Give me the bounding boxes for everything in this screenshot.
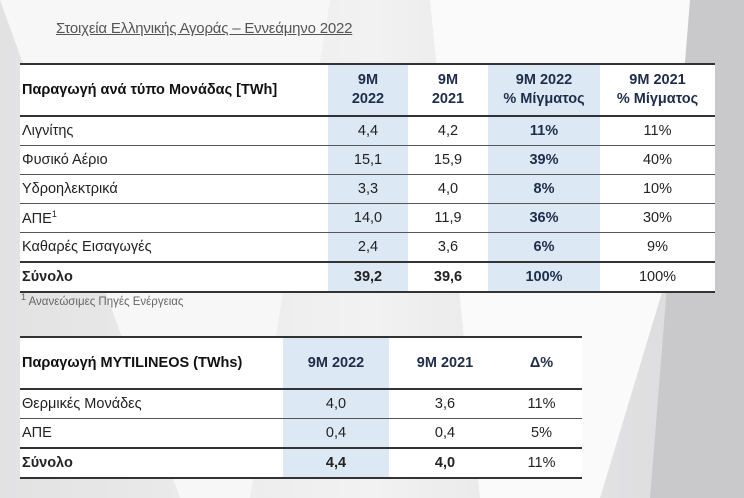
value-2022: 4,4	[283, 448, 389, 478]
value-2021: 39,6	[433, 269, 463, 285]
value-2022: 39,2	[328, 262, 408, 292]
row-label: Υδροηλεκτρικά	[20, 174, 328, 204]
mix-2021: 30%	[600, 203, 715, 233]
total-row: Σύνολο 4,4 4,0 11%	[20, 448, 582, 478]
value-2021: 4,2	[408, 116, 488, 146]
delta: 11%	[501, 389, 582, 419]
table-row: Φυσικό Αέριο 15,1 15,9 39% 40%	[20, 145, 715, 175]
mix-2021: 11%	[600, 116, 715, 146]
header-production: Παραγωγή MYTILINEOS (TWhs)	[22, 354, 243, 371]
header-mix-2022: 9M 2022% Μίγματος	[488, 64, 600, 116]
value-2021: 4,0	[408, 174, 488, 204]
table-row: ΑΠΕ1 14,0 11,9 36% 30%	[20, 203, 715, 233]
header-delta: Δ%	[529, 354, 554, 371]
page-title: Στοιχεία Ελληνικής Αγοράς – Εννεάμηνο 20…	[56, 20, 353, 37]
mix-2021: 9%	[600, 232, 715, 263]
mix-2021: 100%	[638, 269, 677, 285]
value-2022: 0,4	[283, 418, 389, 449]
header-9m-2021: 9M 2021	[431, 72, 465, 107]
table-row: Λιγνίτης 4,4 4,2 11% 11%	[20, 116, 715, 146]
header-9m-2022: 9M 2022	[328, 64, 408, 116]
row-label: ΑΠΕ	[20, 418, 283, 449]
value-2022: 15,1	[328, 145, 408, 175]
value-2021: 4,0	[434, 455, 456, 471]
table-header-row: Παραγωγή ανά τύπο Μονάδας [TWh] 9M 2022 9…	[20, 64, 715, 116]
mix-2022: 36%	[488, 203, 600, 233]
total-row: Σύνολο 39,2 39,6 100% 100%	[20, 262, 715, 292]
mix-2022: 100%	[488, 262, 600, 292]
table-row: Θερμικές Μονάδες 4,0 3,6 11%	[20, 389, 582, 419]
value-2021: 3,6	[389, 389, 501, 419]
mix-2021: 40%	[600, 145, 715, 175]
header-9m-2021: 9M 2021	[416, 354, 474, 371]
row-label: Θερμικές Μονάδες	[20, 389, 283, 419]
table-row: ΑΠΕ 0,4 0,4 5%	[20, 418, 582, 449]
table-header-row: Παραγωγή MYTILINEOS (TWhs) 9M 2022 9M 20…	[20, 337, 582, 389]
value-2022: 3,3	[328, 174, 408, 204]
value-2021: 11,9	[408, 203, 488, 233]
row-label: Σύνολο	[22, 455, 73, 471]
row-label: Φυσικό Αέριο	[20, 145, 328, 175]
mix-2022: 39%	[488, 145, 600, 175]
value-2022: 4,4	[328, 116, 408, 146]
footnote-marker: 1	[51, 209, 57, 220]
row-label: ΑΠΕ1	[20, 203, 328, 233]
footnote: 1 Ανανεώσιμες Πηγές Ενέργειας	[21, 292, 184, 308]
row-label: Λιγνίτης	[20, 116, 328, 146]
value-2022: 4,0	[283, 389, 389, 419]
mix-2022: 6%	[488, 232, 600, 263]
delta: 5%	[501, 418, 582, 449]
value-2021: 0,4	[389, 418, 501, 449]
value-2022: 14,0	[328, 203, 408, 233]
mix-2021: 10%	[600, 174, 715, 204]
row-label: Σύνολο	[22, 269, 73, 285]
mix-2022: 11%	[488, 116, 600, 146]
value-2022: 2,4	[328, 232, 408, 263]
header-mix-2021: 9M 2021% Μίγματος	[616, 72, 699, 107]
table-row: Καθαρές Εισαγωγές 2,4 3,6 6% 9%	[20, 232, 715, 263]
value-2021: 15,9	[408, 145, 488, 175]
market-production-table: Παραγωγή ανά τύπο Μονάδας [TWh] 9M 2022 9…	[20, 63, 715, 293]
row-label: Καθαρές Εισαγωγές	[20, 232, 328, 263]
mytilineos-production-table: Παραγωγή MYTILINEOS (TWhs) 9M 2022 9M 20…	[20, 336, 582, 479]
mix-2022: 8%	[488, 174, 600, 204]
delta: 11%	[527, 455, 556, 471]
table-row: Υδροηλεκτρικά 3,3 4,0 8% 10%	[20, 174, 715, 204]
header-9m-2022: 9M 2022	[283, 337, 389, 389]
header-type: Παραγωγή ανά τύπο Μονάδας [TWh]	[22, 81, 278, 98]
value-2021: 3,6	[408, 232, 488, 263]
